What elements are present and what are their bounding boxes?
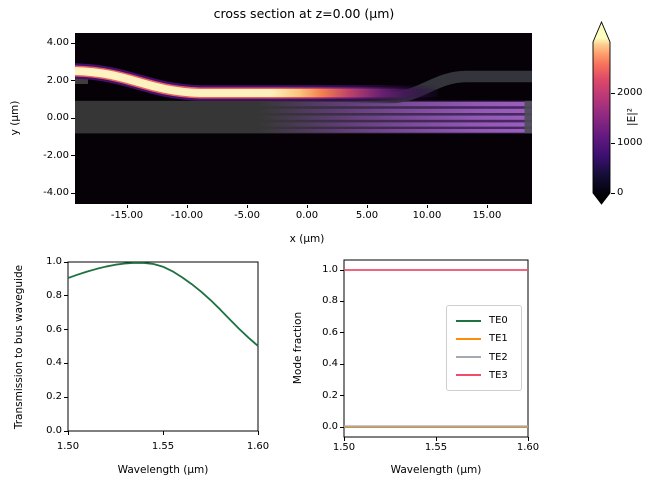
tick-label: 5.00 bbox=[355, 210, 379, 221]
tick-label: -5.00 bbox=[234, 210, 260, 221]
tick-mark bbox=[67, 431, 69, 435]
te3-line-swatch bbox=[456, 374, 481, 377]
tick-label: 1.60 bbox=[246, 441, 270, 452]
transmission-ylabel: Transmission to bus waveguide bbox=[13, 264, 25, 430]
tick-mark bbox=[71, 80, 75, 81]
tick-label: 0.8 bbox=[46, 289, 62, 301]
tick-label: 1.50 bbox=[56, 441, 80, 452]
tick-label: 0.8 bbox=[322, 295, 338, 307]
tick-mark bbox=[340, 332, 344, 334]
tick-label: 1.55 bbox=[151, 441, 175, 452]
tick-mark bbox=[610, 142, 615, 144]
tick-mark bbox=[246, 204, 248, 208]
tick-mark bbox=[340, 426, 344, 428]
tick-label: 15.00 bbox=[472, 210, 502, 221]
mode-fraction-curves bbox=[344, 269, 528, 428]
tick-mark bbox=[340, 269, 344, 271]
tick-label: 0.4 bbox=[46, 357, 62, 369]
tick-mark bbox=[343, 437, 345, 441]
legend-label: TE0 bbox=[489, 315, 508, 327]
legend-item-te2: TE2 bbox=[447, 352, 521, 363]
bus-interference-stripes bbox=[75, 102, 532, 133]
tick-label: 0.0 bbox=[46, 425, 62, 436]
tick-label: 0.00 bbox=[295, 210, 319, 221]
tick-mark bbox=[610, 192, 615, 194]
te1-line-swatch bbox=[456, 337, 481, 340]
legend-label: TE2 bbox=[489, 351, 508, 363]
legend-item-te1: TE1 bbox=[447, 333, 521, 344]
tick-label: -10.00 bbox=[170, 210, 204, 221]
tick-mark bbox=[527, 437, 529, 441]
tick-label: 0.4 bbox=[322, 358, 338, 370]
tick-mark bbox=[366, 204, 368, 208]
tick-mark bbox=[64, 261, 68, 263]
mode-fraction-xlabel: Wavelength (μm) bbox=[390, 464, 482, 476]
tick-mark bbox=[64, 295, 68, 297]
tick-label: 10.00 bbox=[412, 210, 442, 221]
tick-mark bbox=[71, 192, 75, 194]
transmission-curve bbox=[67, 261, 259, 347]
field-image bbox=[75, 33, 532, 204]
tick-mark bbox=[71, 42, 75, 44]
tick-mark bbox=[64, 430, 68, 432]
data-line bbox=[67, 261, 259, 347]
heatmap-title: cross section at z=0.00 (μm) bbox=[213, 6, 395, 21]
tick-label: 0.6 bbox=[46, 323, 62, 335]
te2-line-swatch bbox=[456, 356, 481, 359]
legend: TE0 TE1 TE2 TE3 bbox=[446, 305, 522, 391]
tick-mark bbox=[610, 92, 615, 94]
tick-mark bbox=[162, 431, 164, 435]
heatmap-ylabel: y (μm) bbox=[9, 100, 21, 136]
tick-mark bbox=[486, 204, 488, 208]
tick-label: 0.6 bbox=[322, 326, 338, 338]
tick-mark bbox=[71, 155, 75, 156]
colorbar-gradient bbox=[592, 20, 611, 205]
legend-label: TE1 bbox=[489, 333, 508, 345]
transmission-xlabel: Wavelength (μm) bbox=[117, 464, 209, 476]
tick-mark bbox=[71, 117, 75, 119]
tick-mark bbox=[340, 363, 344, 365]
tick-mark bbox=[340, 395, 344, 397]
tick-label: 0 bbox=[617, 187, 624, 198]
tick-label: 4.00 bbox=[46, 37, 69, 48]
tick-label: -15.00 bbox=[110, 210, 144, 221]
tick-label: 1000 bbox=[617, 137, 643, 148]
tick-mark bbox=[435, 437, 437, 441]
tick-mark bbox=[64, 362, 68, 364]
heatmap-xlabel: x (μm) bbox=[289, 233, 325, 245]
tick-mark bbox=[126, 204, 128, 208]
tick-label: 1.50 bbox=[332, 442, 356, 453]
tick-mark bbox=[426, 204, 428, 208]
tick-mark bbox=[340, 300, 344, 302]
tick-label: 1.60 bbox=[516, 442, 540, 453]
colorbar bbox=[592, 20, 611, 205]
tick-mark bbox=[64, 329, 68, 331]
transmission-plot bbox=[67, 261, 259, 432]
tick-label: 0.2 bbox=[46, 391, 62, 403]
tick-mark bbox=[306, 204, 308, 208]
axes-frame bbox=[67, 261, 259, 432]
tick-mark bbox=[64, 396, 68, 398]
te0-line-swatch bbox=[456, 319, 481, 322]
legend-label: TE3 bbox=[489, 369, 508, 381]
input-waveguide-field bbox=[75, 63, 438, 101]
tick-label: -4.00 bbox=[43, 187, 69, 198]
tick-label: 0.2 bbox=[322, 389, 338, 401]
tick-label: 1.0 bbox=[46, 256, 62, 267]
tick-label: -2.00 bbox=[43, 149, 69, 161]
legend-item-te0: TE0 bbox=[447, 315, 521, 326]
legend-item-te3: TE3 bbox=[447, 370, 521, 381]
tick-label: 0.00 bbox=[46, 112, 69, 123]
tick-label: 2000 bbox=[617, 87, 643, 98]
mode-fraction-ylabel: Mode fraction bbox=[292, 311, 304, 385]
tick-label: 1.55 bbox=[424, 442, 448, 453]
tick-mark bbox=[186, 204, 188, 208]
tick-label: 1.0 bbox=[322, 264, 338, 275]
tick-mark bbox=[257, 431, 259, 435]
bus-right-edge bbox=[524, 100, 532, 134]
tick-label: 2.00 bbox=[46, 74, 69, 86]
tick-label: 0.0 bbox=[322, 421, 338, 432]
